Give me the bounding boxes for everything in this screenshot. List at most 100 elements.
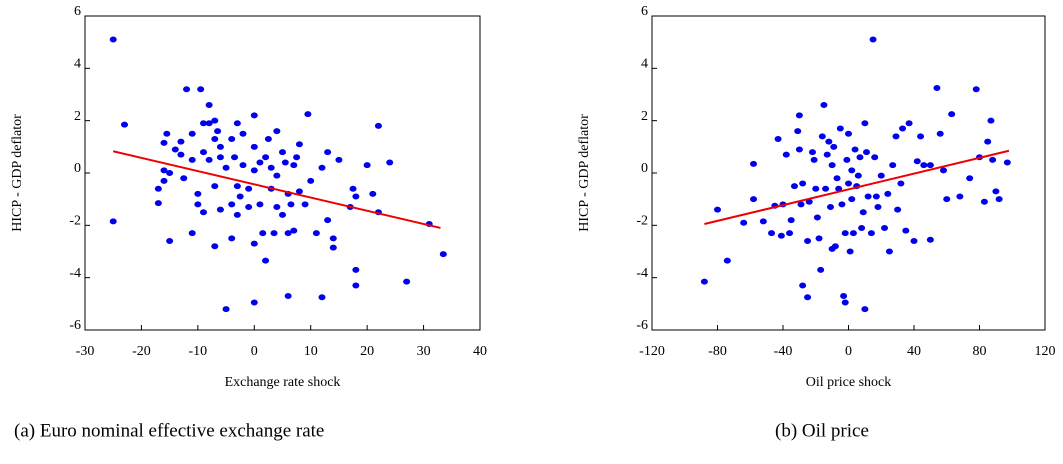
point (324, 217, 332, 224)
point (799, 282, 807, 289)
point (861, 306, 869, 313)
point (881, 224, 889, 231)
point (197, 86, 205, 93)
point (820, 101, 828, 108)
point (889, 162, 897, 169)
point (723, 257, 731, 264)
point (267, 164, 275, 171)
point (239, 162, 247, 169)
point (180, 175, 188, 182)
point (250, 143, 258, 150)
point (905, 120, 913, 127)
point (222, 306, 230, 313)
point (786, 230, 794, 237)
x-tick-label: -40 (774, 344, 793, 359)
y-tick-label: -6 (636, 318, 648, 333)
point (826, 204, 834, 211)
point (833, 175, 841, 182)
y-tick-label: 2 (641, 109, 648, 124)
y-tick-label: 0 (74, 161, 81, 176)
point (188, 130, 196, 137)
point (910, 238, 918, 245)
point (160, 167, 168, 174)
point (205, 101, 213, 108)
y-tick-label: -4 (636, 266, 648, 281)
point (290, 227, 298, 234)
point (864, 193, 872, 200)
point (273, 204, 281, 211)
point (200, 149, 207, 156)
point (349, 185, 357, 192)
point (794, 128, 802, 135)
point (250, 299, 258, 306)
point (768, 230, 776, 237)
point (815, 235, 823, 242)
point (228, 135, 236, 142)
point (301, 201, 309, 208)
point (840, 292, 848, 299)
point (214, 128, 222, 135)
x-tick-label: -10 (189, 344, 208, 359)
point (177, 151, 185, 158)
x-axis-label: Exchange rate shock (225, 375, 341, 390)
point (211, 135, 219, 142)
y-axis-label: HICP - GDP deflator (10, 114, 25, 232)
point (386, 159, 394, 166)
point (859, 209, 867, 216)
point (759, 218, 767, 225)
point (329, 244, 337, 251)
point (871, 154, 879, 161)
point (874, 204, 882, 211)
x-tick-label: -120 (639, 344, 665, 359)
point (295, 141, 303, 148)
plot-frame (651, 15, 1046, 331)
point (211, 243, 219, 250)
fit-line (704, 149, 1010, 225)
point (966, 175, 974, 182)
y-tick-label: -6 (69, 318, 81, 333)
y-tick-label: 6 (641, 4, 648, 19)
point (795, 146, 803, 153)
point (304, 111, 312, 118)
plot-frame (84, 15, 481, 331)
point (777, 232, 785, 239)
point (205, 120, 213, 127)
y-tick-label: -2 (636, 214, 648, 229)
point (813, 214, 821, 221)
point (205, 156, 213, 163)
point (262, 154, 270, 161)
point (939, 167, 947, 174)
x-tick-label: -80 (708, 344, 727, 359)
point (846, 248, 854, 255)
point (250, 240, 258, 247)
point (352, 282, 360, 289)
point (166, 238, 174, 245)
point (374, 122, 382, 129)
point (200, 120, 207, 127)
point (987, 117, 995, 124)
point (233, 183, 241, 190)
point (177, 138, 185, 145)
point (318, 294, 326, 301)
point (884, 190, 892, 197)
point (154, 200, 162, 207)
point (797, 201, 805, 208)
x-tick-label: 0 (845, 344, 852, 359)
point (899, 125, 907, 132)
point (279, 211, 286, 218)
fit-line (112, 150, 441, 229)
point (943, 196, 951, 203)
point (848, 196, 856, 203)
point (818, 133, 826, 140)
point (273, 128, 281, 135)
point (980, 198, 988, 205)
point (236, 193, 244, 200)
point (902, 227, 910, 234)
point (262, 257, 270, 264)
y-tick-label: 0 (641, 161, 648, 176)
point (160, 139, 168, 146)
point (828, 162, 836, 169)
point (259, 230, 267, 237)
point (861, 120, 869, 127)
point (989, 156, 997, 163)
